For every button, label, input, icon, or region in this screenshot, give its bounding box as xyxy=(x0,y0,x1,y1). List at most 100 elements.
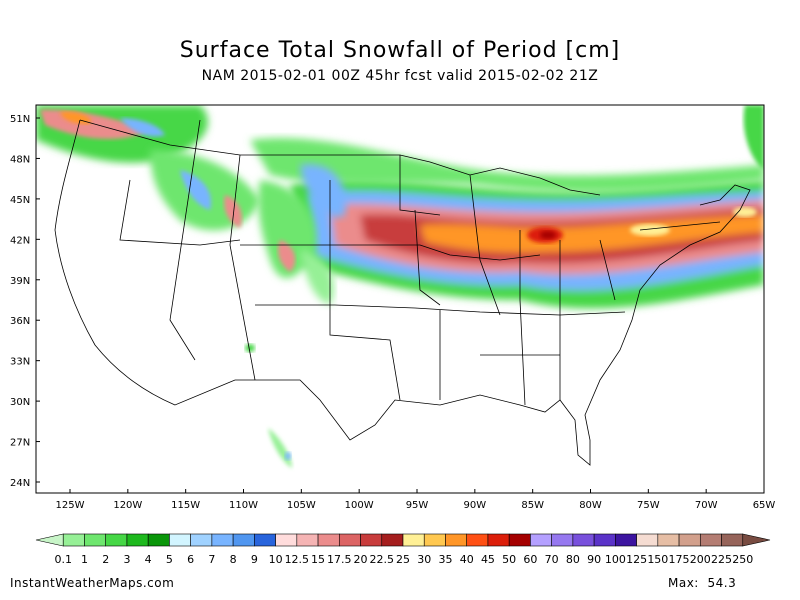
colorbar-bin xyxy=(381,533,404,547)
colorbar-label: 3 xyxy=(123,553,131,566)
colorbar-bin xyxy=(530,533,552,547)
max-readout: Max: 54.3 xyxy=(668,576,736,590)
lat-label: 45N xyxy=(10,195,30,206)
lat-label: 42N xyxy=(10,235,30,246)
colorbar-bin xyxy=(487,533,510,547)
colorbar-bin xyxy=(126,533,149,547)
max-label: Max: xyxy=(668,576,699,590)
lon-label: 85W xyxy=(521,500,544,511)
colorbar-bin xyxy=(636,533,659,547)
colorbar-label: 225 xyxy=(711,553,733,566)
colorbar-bin xyxy=(84,533,107,547)
colorbar-label: 5 xyxy=(165,553,173,566)
colorbar-bin xyxy=(338,533,361,547)
colorbar-label: 30 xyxy=(417,553,432,566)
lat-label: 24N xyxy=(10,478,30,489)
colorbar-bin xyxy=(360,533,383,547)
colorbar-label: 150 xyxy=(647,553,669,566)
colorbar-bin xyxy=(466,533,489,547)
colorbar-label: 15 xyxy=(311,553,326,566)
colorbar-label: 7 xyxy=(208,553,216,566)
colorbar-bin xyxy=(593,533,616,547)
colorbar-bin xyxy=(445,533,468,547)
colorbar-bin xyxy=(62,533,85,547)
lon-label: 110W xyxy=(229,500,258,511)
colorbar-label: 90 xyxy=(587,553,602,566)
colorbar-bin xyxy=(275,533,298,547)
max-value: 54.3 xyxy=(707,576,737,590)
colorbar-label: 35 xyxy=(438,553,453,566)
colorbar-label: 6 xyxy=(187,553,195,566)
site-credit: InstantWeatherMaps.com xyxy=(10,576,175,590)
lon-label: 80W xyxy=(579,500,602,511)
colorbar-label: 4 xyxy=(144,553,152,566)
colorbar xyxy=(35,533,771,547)
lat-label: 39N xyxy=(10,276,30,287)
colorbar-bin xyxy=(699,533,722,547)
colorbar-bin xyxy=(105,533,128,547)
colorbar-label: 80 xyxy=(565,553,580,566)
lat-label: 33N xyxy=(10,357,30,368)
colorbar-bin xyxy=(211,533,234,547)
colorbar-label: 17.5 xyxy=(327,553,352,566)
lon-label: 115W xyxy=(171,500,200,511)
colorbar-label: 10 xyxy=(268,553,283,566)
lat-label: 48N xyxy=(10,154,30,165)
colorbar-label: 8 xyxy=(229,553,237,566)
lon-label: 75W xyxy=(637,500,660,511)
colorbar-label: 250 xyxy=(732,553,754,566)
colorbar-bin xyxy=(296,533,319,547)
colorbar-bin xyxy=(508,533,531,547)
lon-label: 90W xyxy=(464,500,487,511)
lat-label: 27N xyxy=(10,438,30,449)
colorbar-label: 100 xyxy=(604,553,626,566)
lon-label: 105W xyxy=(287,500,316,511)
lon-label: 125W xyxy=(56,500,85,511)
lat-axis: 51N 48N 45N 42N 39N 36N 33N 30N 27N 24N xyxy=(10,114,40,489)
colorbar-label: 0.1 xyxy=(54,553,72,566)
colorbar-label: 12.5 xyxy=(284,553,310,566)
lon-axis: 125W 120W 115W 110W 105W 100W 95W 90W 85W 80W 75W 7… xyxy=(56,489,776,511)
lat-label: 30N xyxy=(10,397,30,408)
colorbar-bin xyxy=(190,533,213,547)
colorbar-label: 1 xyxy=(80,553,88,566)
lon-label: 100W xyxy=(345,500,374,511)
colorbar-label: 2 xyxy=(102,553,110,566)
colorbar-label: 50 xyxy=(502,553,517,566)
colorbar-bin xyxy=(615,533,637,547)
boundaries xyxy=(54,119,751,466)
colorbar-label: 70 xyxy=(544,553,559,566)
colorbar-bin xyxy=(572,533,595,547)
colorbar-bin xyxy=(35,533,64,547)
colorbar-label: 60 xyxy=(523,553,538,566)
colorbar-label: 25 xyxy=(396,553,410,566)
colorbar-bin xyxy=(169,533,191,547)
colorbar-bin xyxy=(402,533,425,547)
lon-label: 70W xyxy=(695,500,718,511)
colorbar-bin xyxy=(254,533,276,547)
colorbar-label: 200 xyxy=(689,553,711,566)
colorbar-label: 40 xyxy=(459,553,474,566)
colorbar-label: 125 xyxy=(626,553,648,566)
map-frame xyxy=(35,104,765,494)
lon-label: 95W xyxy=(406,500,429,511)
colorbar-bin xyxy=(317,533,340,547)
colorbar-label: 22.5 xyxy=(369,553,395,566)
colorbar-label: 9 xyxy=(250,553,258,566)
colorbar-bin xyxy=(147,533,170,547)
colorbar-bin xyxy=(742,533,771,547)
colorbar-label: 20 xyxy=(353,553,368,566)
colorbar-bin xyxy=(657,533,680,547)
lat-label: 36N xyxy=(10,316,30,327)
colorbar-bin xyxy=(232,533,255,547)
colorbar-label: 45 xyxy=(480,553,495,566)
map-subtitle: NAM 2015-02-01 00Z 45hr fcst valid 2015-… xyxy=(201,68,599,84)
colorbar-bin xyxy=(423,533,446,547)
map-title: Surface Total Snowfall of Period [cm] xyxy=(179,38,621,63)
lon-label: 65W xyxy=(753,500,776,511)
lat-label: 51N xyxy=(10,114,30,125)
colorbar-bin xyxy=(678,533,701,547)
colorbar-bin xyxy=(551,533,574,547)
colorbar-label: 175 xyxy=(668,553,690,566)
